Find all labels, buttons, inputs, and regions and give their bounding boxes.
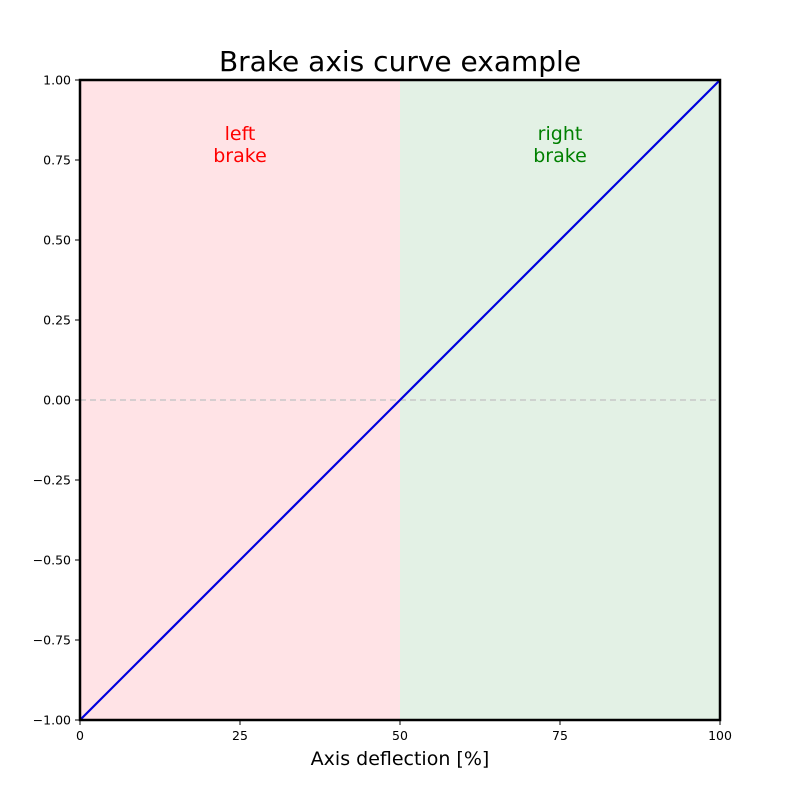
chart-title: Brake axis curve example [219, 45, 581, 78]
y-tick-label: 0.25 [43, 313, 71, 328]
x-tick-label: 25 [232, 728, 248, 743]
y-tick-label: −0.50 [33, 553, 71, 568]
region-label-line: right [538, 123, 583, 145]
y-tick-label: 1.00 [43, 73, 71, 88]
y-tick-label: 0.75 [43, 153, 71, 168]
region-label-line: left [225, 123, 256, 145]
region-label-line: brake [533, 145, 587, 167]
x-tick-label: 50 [392, 728, 408, 743]
x-tick-label: 100 [708, 728, 732, 743]
y-tick-label: −0.75 [33, 633, 71, 648]
y-axis-ticks: −1.00 −0.75 −0.50 −0.25 0.00 0.25 0.50 0.75 1.00 [33, 73, 80, 728]
series-line-0 [79, 79, 721, 721]
region-label-1: right brake [533, 123, 587, 167]
region-label-0: left brake [213, 123, 267, 167]
x-axis-label: Axis deflection [%] [311, 748, 490, 770]
x-tick-label: 75 [552, 728, 568, 743]
x-tick-label: 0 [76, 728, 84, 743]
region-label-line: brake [213, 145, 267, 167]
x-axis-ticks: 0 25 50 75 100 [76, 720, 732, 743]
y-tick-label: 0.00 [43, 393, 71, 408]
y-tick-label: −0.25 [33, 473, 71, 488]
y-tick-label: 0.50 [43, 233, 71, 248]
data-series [79, 79, 721, 721]
y-tick-label: −1.00 [33, 713, 71, 728]
